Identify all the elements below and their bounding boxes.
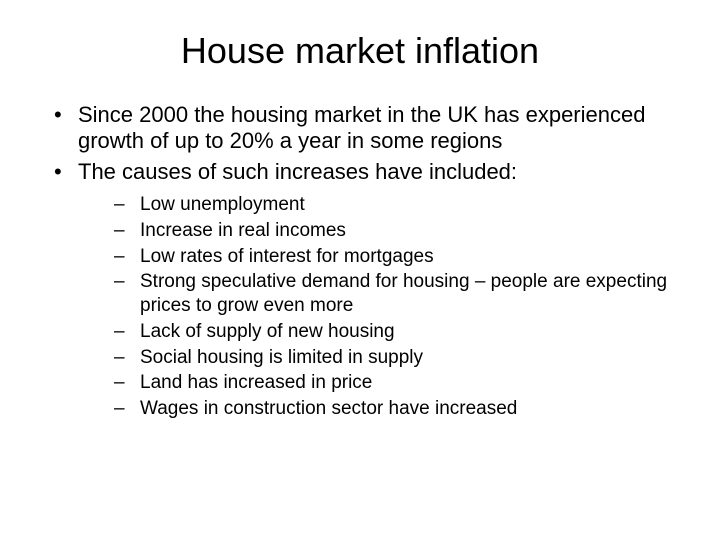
- sub-bullet-item: Lack of supply of new housing: [114, 320, 670, 344]
- sub-bullet-item: Low rates of interest for mortgages: [114, 245, 670, 269]
- sub-bullet-item: Land has increased in price: [114, 371, 670, 395]
- main-bullet-text: The causes of such increases have includ…: [78, 159, 517, 184]
- sub-bullet-item: Strong speculative demand for housing – …: [114, 270, 670, 318]
- slide-title: House market inflation: [50, 30, 670, 72]
- sub-bullet-item: Social housing is limited in supply: [114, 346, 670, 370]
- sub-bullet-item: Wages in construction sector have increa…: [114, 397, 670, 421]
- main-bullet-item: The causes of such increases have includ…: [50, 159, 670, 421]
- sub-bullet-item: Low unemployment: [114, 193, 670, 217]
- main-bullet-item: Since 2000 the housing market in the UK …: [50, 102, 670, 155]
- sub-bullet-list: Low unemployment Increase in real income…: [78, 193, 670, 421]
- sub-bullet-item: Increase in real incomes: [114, 219, 670, 243]
- main-bullet-list: Since 2000 the housing market in the UK …: [50, 102, 670, 421]
